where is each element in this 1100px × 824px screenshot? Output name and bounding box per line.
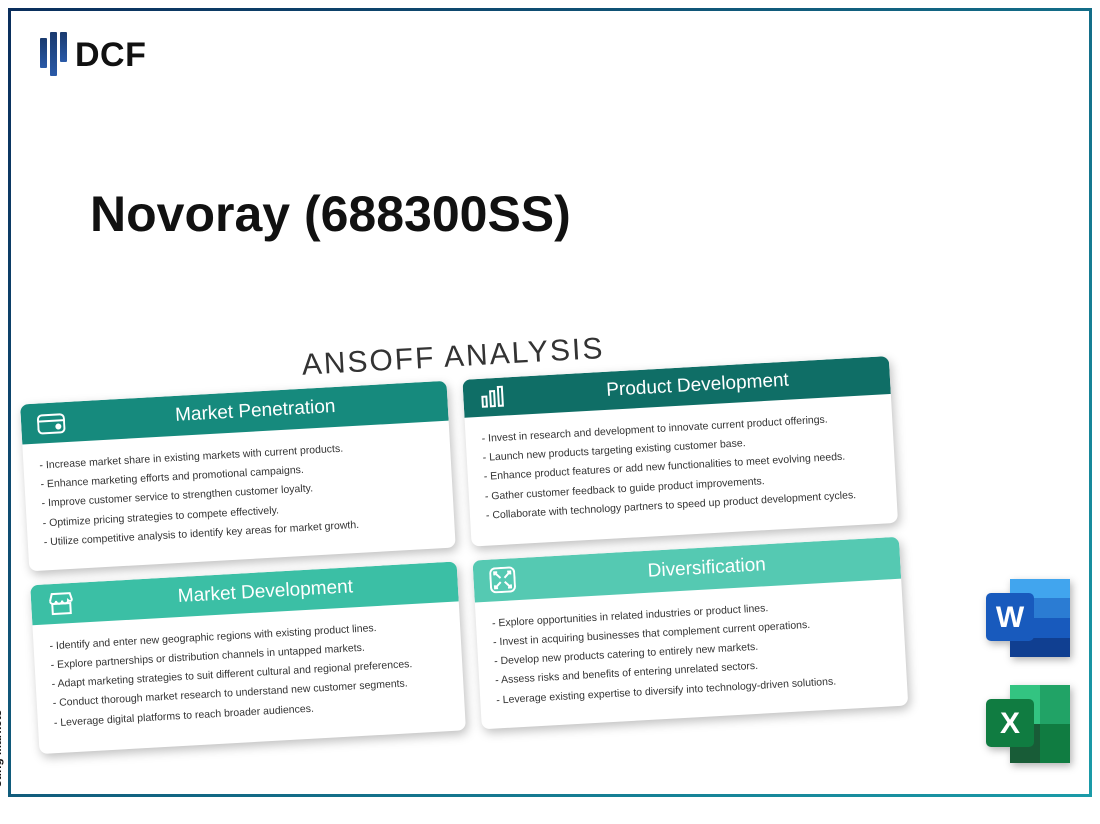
quadrant-diversification: Diversification - Explore opportunities … (472, 537, 908, 729)
bar-chart-icon (479, 385, 508, 409)
expand-icon (489, 566, 516, 593)
logo-text: DCF (75, 36, 146, 75)
excel-icon[interactable]: X (984, 683, 1072, 765)
quadrant-bullets: - Explore opportunities in related indus… (475, 579, 908, 729)
ansoff-grid: Market Penetration - Increase market sha… (20, 356, 908, 754)
quadrant-bullets: - Increase market share in existing mark… (22, 421, 455, 571)
quadrant-bullets: - Invest in research and development to … (465, 394, 898, 544)
dcf-logo: DCF (40, 30, 146, 80)
page-title: Novoray (688300SS) (90, 185, 571, 243)
quadrant-product-development: Product Development - Invest in research… (462, 356, 898, 546)
quadrant-bullets: - Identify and enter new geographic regi… (32, 601, 465, 751)
wallet-icon (36, 410, 65, 436)
ansoff-chart: ANSOFF ANALYSIS Market Penetration - Inc… (18, 316, 912, 824)
quadrant-market-development: Market Development - Identify and enter … (30, 561, 466, 753)
store-icon (47, 591, 76, 617)
side-rotated-text: sting Markets (0, 710, 4, 787)
word-icon[interactable]: W (984, 577, 1072, 659)
quadrant-market-penetration: Market Penetration - Increase market sha… (20, 381, 456, 571)
app-icons: W X (984, 577, 1072, 765)
svg-text:X: X (1000, 707, 1020, 740)
logo-bars-icon (40, 30, 67, 80)
svg-text:W: W (996, 601, 1025, 634)
